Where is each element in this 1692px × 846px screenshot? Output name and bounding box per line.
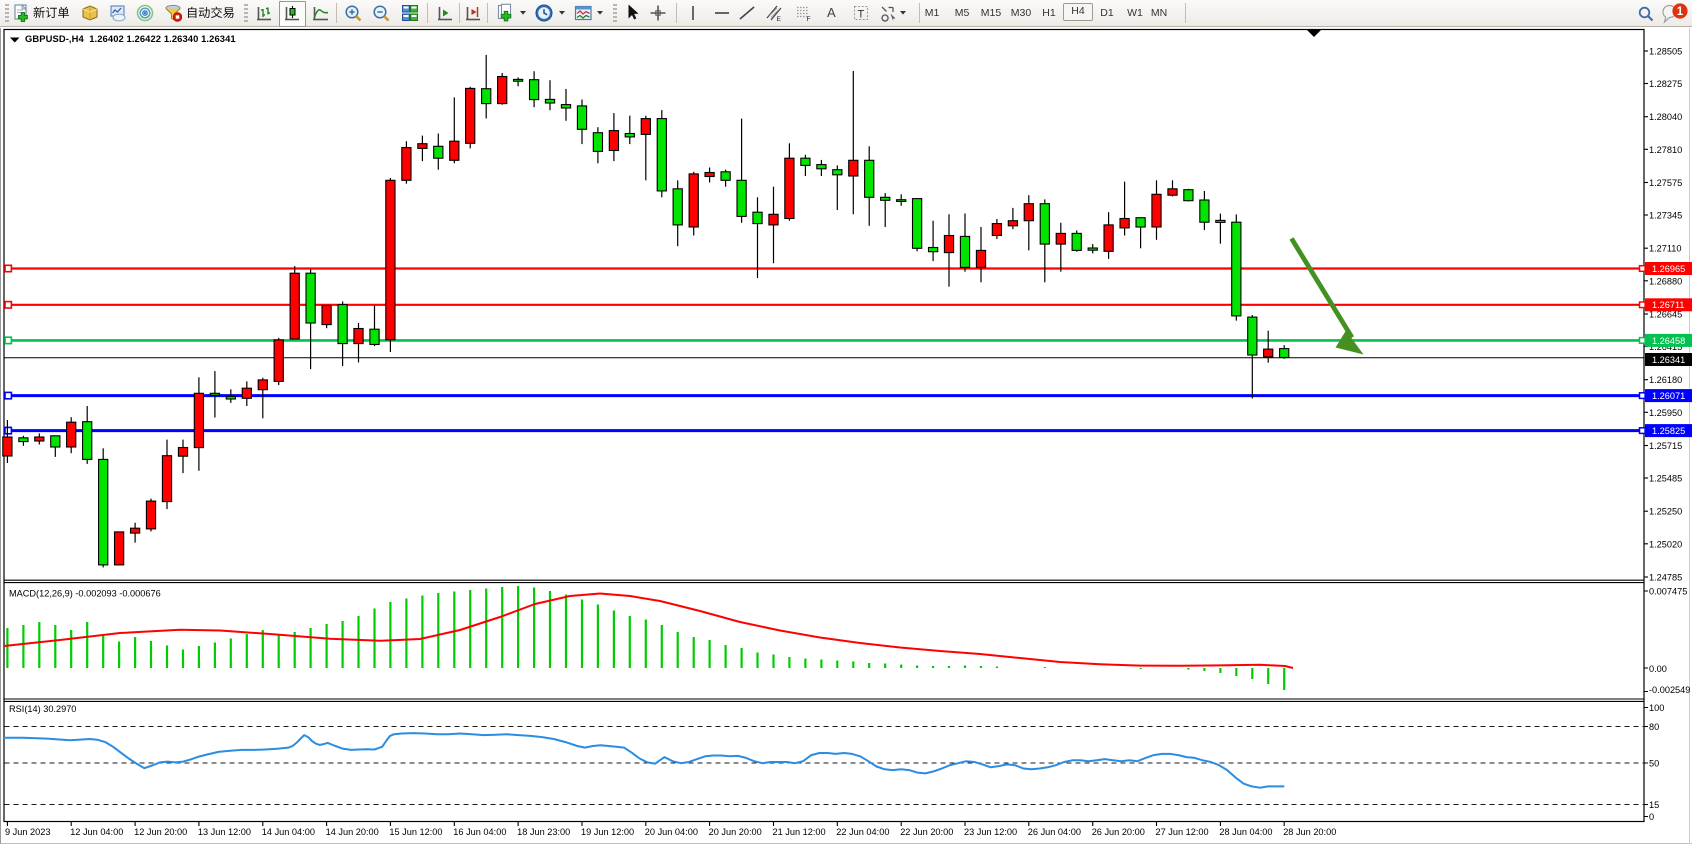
svg-text:80: 80 <box>1649 722 1659 732</box>
svg-text:1.25250: 1.25250 <box>1649 507 1682 517</box>
svg-text:12 Jun 04:00: 12 Jun 04:00 <box>70 827 123 837</box>
svg-text:1.25825: 1.25825 <box>1652 426 1685 436</box>
svg-text:1.26341: 1.26341 <box>1652 355 1685 365</box>
svg-text:1.26965: 1.26965 <box>1652 264 1685 274</box>
svg-text:1.25715: 1.25715 <box>1649 441 1682 451</box>
svg-text:1.26880: 1.26880 <box>1649 276 1682 286</box>
svg-text:22 Jun 20:00: 22 Jun 20:00 <box>900 827 953 837</box>
svg-text:1.27110: 1.27110 <box>1649 244 1682 254</box>
svg-text:28 Jun 04:00: 28 Jun 04:00 <box>1219 827 1272 837</box>
svg-text:1: 1 <box>1677 6 1684 18</box>
svg-text:1.28275: 1.28275 <box>1649 79 1682 89</box>
svg-text:1.26458: 1.26458 <box>1652 336 1685 346</box>
svg-text:0: 0 <box>1649 812 1654 822</box>
svg-text:E: E <box>777 16 782 22</box>
svg-text:1.27810: 1.27810 <box>1649 145 1682 155</box>
svg-text:1.26180: 1.26180 <box>1649 375 1682 385</box>
svg-text:18 Jun 23:00: 18 Jun 23:00 <box>517 827 570 837</box>
svg-text:26 Jun 20:00: 26 Jun 20:00 <box>1092 827 1145 837</box>
svg-text:14 Jun 04:00: 14 Jun 04:00 <box>262 827 315 837</box>
svg-text:1.26711: 1.26711 <box>1652 300 1685 310</box>
svg-text:1.26071: 1.26071 <box>1652 391 1685 401</box>
svg-text:1.25485: 1.25485 <box>1649 474 1682 484</box>
svg-text:16 Jun 04:00: 16 Jun 04:00 <box>453 827 506 837</box>
svg-text:12 Jun 20:00: 12 Jun 20:00 <box>134 827 187 837</box>
svg-text:28 Jun 20:00: 28 Jun 20:00 <box>1283 827 1336 837</box>
svg-text:RSI(14) 30.2970: RSI(14) 30.2970 <box>9 704 76 714</box>
svg-text:GBPUSD-,H4 1.26402 1.26422 1.: GBPUSD-,H4 1.26402 1.26422 1.26340 1.263… <box>25 33 236 44</box>
svg-text:1.28040: 1.28040 <box>1649 112 1682 122</box>
svg-text:1.25020: 1.25020 <box>1649 539 1682 549</box>
svg-text:19 Jun 12:00: 19 Jun 12:00 <box>581 827 634 837</box>
svg-text:13 Jun 12:00: 13 Jun 12:00 <box>198 827 251 837</box>
svg-text:50: 50 <box>1649 759 1659 769</box>
svg-text:T: T <box>858 9 865 21</box>
svg-text:-0.002549: -0.002549 <box>1649 685 1690 695</box>
svg-text:21 Jun 12:00: 21 Jun 12:00 <box>773 827 826 837</box>
svg-text:100: 100 <box>1649 703 1664 713</box>
svg-text:F: F <box>807 16 811 22</box>
svg-text:MACD(12,26,9) -0.002093 -0.000: MACD(12,26,9) -0.002093 -0.000676 <box>9 589 161 599</box>
svg-text:27 Jun 12:00: 27 Jun 12:00 <box>1156 827 1209 837</box>
svg-text:1.26645: 1.26645 <box>1649 310 1682 320</box>
svg-text:20 Jun 20:00: 20 Jun 20:00 <box>709 827 762 837</box>
svg-text:1.28505: 1.28505 <box>1649 47 1682 57</box>
svg-text:1.25950: 1.25950 <box>1649 408 1682 418</box>
svg-text:0.007475: 0.007475 <box>1649 587 1687 597</box>
svg-text:23 Jun 12:00: 23 Jun 12:00 <box>964 827 1017 837</box>
svg-text:14 Jun 20:00: 14 Jun 20:00 <box>326 827 379 837</box>
svg-text:1.27575: 1.27575 <box>1649 178 1682 188</box>
svg-text:1.24785: 1.24785 <box>1649 573 1682 583</box>
svg-text:15: 15 <box>1649 800 1659 810</box>
svg-text:1.26415: 1.26415 <box>1649 342 1682 352</box>
svg-text:26 Jun 04:00: 26 Jun 04:00 <box>1028 827 1081 837</box>
svg-text:0.00: 0.00 <box>1649 664 1667 674</box>
svg-text:20 Jun 04:00: 20 Jun 04:00 <box>645 827 698 837</box>
svg-text:1.27345: 1.27345 <box>1649 211 1682 221</box>
svg-text:9 Jun 2023: 9 Jun 2023 <box>5 827 50 837</box>
svg-text:15 Jun 12:00: 15 Jun 12:00 <box>389 827 442 837</box>
svg-text:22 Jun 04:00: 22 Jun 04:00 <box>836 827 889 837</box>
